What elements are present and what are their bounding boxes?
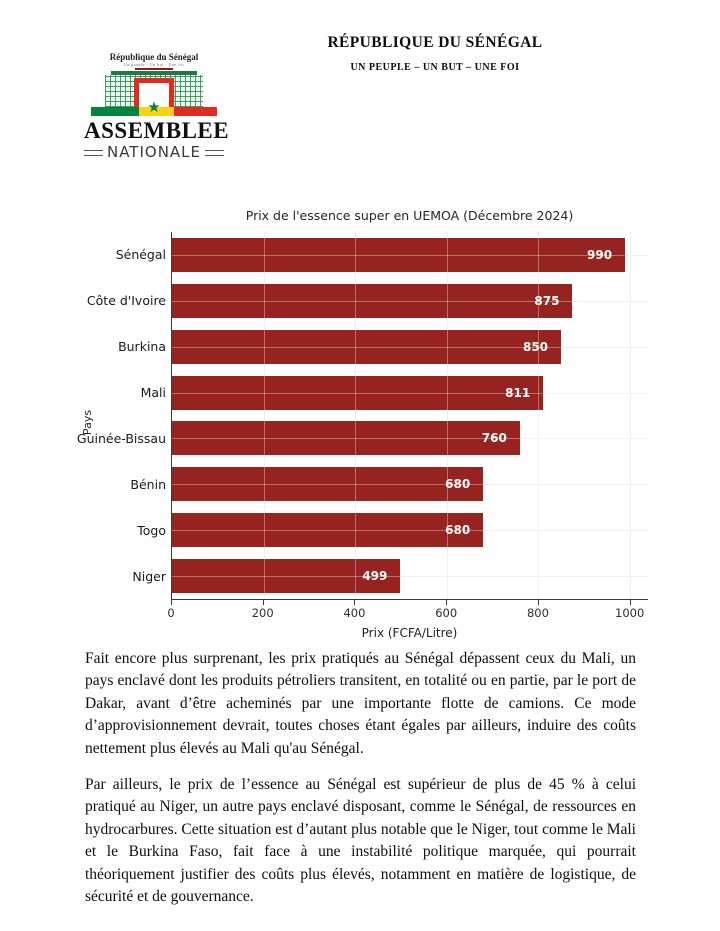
fuel-price-chart: Prix de l'essence super en UEMOA (Décemb… — [77, 208, 648, 640]
bar: 680 — [172, 467, 484, 502]
building-arch — [134, 78, 174, 107]
bar-value-label: 680 — [445, 523, 471, 538]
category-label: Burkina — [118, 339, 166, 355]
chart-row: 760 — [172, 416, 648, 462]
left-rule — [84, 149, 103, 156]
chart-row: 875 — [172, 278, 648, 324]
right-rule — [205, 149, 224, 156]
logo-assemblee-text: ASSEMBLEE — [84, 118, 230, 143]
category-label: Togo — [137, 522, 166, 538]
bar: 760 — [172, 421, 520, 456]
x-axis-label: Prix (FCFA/Litre) — [361, 626, 458, 640]
bar-value-label: 811 — [505, 385, 531, 400]
tick-mark — [171, 600, 172, 605]
x-axis-ticks: 0 200 400 600 800 1000 — [167, 600, 648, 624]
chart-title: Prix de l'essence super en UEMOA (Décemb… — [245, 208, 574, 223]
bar: 680 — [172, 513, 484, 548]
chart-row: 811 — [172, 370, 648, 416]
chart-row: 680 — [172, 461, 648, 507]
bar-series: 990 875 850 811 760 680 680 499 — [172, 232, 648, 599]
chart-row: 680 — [172, 507, 648, 553]
tick-label: 200 — [251, 606, 274, 620]
tick-label: 1000 — [615, 606, 645, 620]
category-label: Bénin — [130, 476, 166, 492]
logo-motto-text: Un peuple - Un but - Une foi — [123, 62, 185, 67]
tick-label: 600 — [435, 606, 458, 620]
tick-mark — [629, 600, 631, 605]
republic-title: RÉPUBLIQUE DU SÉNÉGAL — [327, 34, 543, 51]
building-top-line — [135, 68, 173, 70]
star-icon: ★ — [147, 98, 161, 116]
bar: 990 — [172, 237, 626, 272]
bar-value-label: 760 — [481, 431, 507, 446]
tick-label: 400 — [343, 606, 366, 620]
flag-band: ★ — [91, 100, 217, 116]
category-label: Guinée-Bissau — [76, 430, 166, 446]
category-label: Côte d'Ivoire — [86, 293, 166, 309]
parliament-building-icon — [105, 68, 203, 107]
document-header: RÉPUBLIQUE DU SÉNÉGAL UN PEUPLE – UN BUT… — [150, 34, 720, 73]
chart-row: 850 — [172, 324, 648, 370]
logo-nationale-text: NATIONALE — [106, 143, 202, 161]
logo-nationale-row: NATIONALE — [84, 144, 224, 161]
bar-value-label: 680 — [445, 477, 471, 492]
chart-plot-area: Pays Sénégal Côte d'Ivoire Burkina Mali Guin… — [77, 232, 648, 600]
tick-mark — [354, 600, 356, 605]
paragraph-2: Par ailleurs, le prix de l’essence au Sé… — [85, 776, 636, 906]
bar-value-label: 499 — [362, 569, 388, 584]
paragraph-1: Fait encore plus surprenant, les prix pr… — [85, 650, 636, 757]
bar-value-label: 850 — [522, 339, 549, 354]
bar: 499 — [172, 559, 401, 594]
flag-green-segment — [91, 107, 139, 116]
assemblee-nationale-logo: République du Sénégal Un peuple - Un but… — [84, 52, 230, 161]
category-label: Mali — [140, 385, 166, 401]
building-roof — [111, 71, 197, 75]
category-axis: Sénégal Côte d'Ivoire Burkina Mali Guinée-Bi… — [76, 232, 166, 599]
national-motto: UN PEUPLE – UN BUT – UNE FOI — [350, 62, 520, 73]
bar: 850 — [172, 329, 562, 364]
tick-mark — [446, 600, 448, 605]
tick-label: 0 — [167, 606, 175, 620]
tick-mark — [537, 600, 539, 605]
category-label: Niger — [132, 568, 166, 584]
flag-yellow-segment — [138, 107, 175, 116]
bar: 875 — [172, 283, 573, 318]
body-text: Fait encore plus surprenant, les prix pr… — [85, 648, 636, 922]
logo-country-text: République du Sénégal — [109, 52, 199, 62]
flag-red-segment — [174, 107, 217, 116]
tick-label: 800 — [526, 606, 549, 620]
tick-mark — [262, 600, 264, 605]
bar: 811 — [172, 375, 544, 410]
category-label: Sénégal — [115, 247, 166, 263]
bar-value-label: 990 — [587, 247, 613, 262]
bar-value-label: 875 — [534, 293, 560, 308]
chart-row: 990 — [172, 232, 648, 278]
chart-row: 499 — [172, 553, 648, 599]
